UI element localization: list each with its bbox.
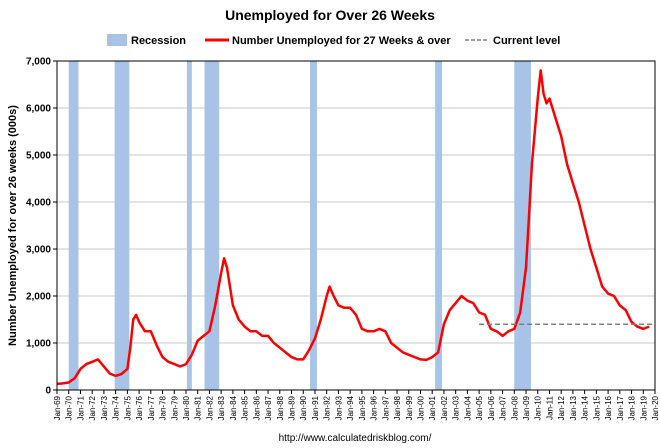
x-tick-label: Jan-79: [170, 395, 179, 420]
x-tick-label: Jan-12: [557, 395, 566, 420]
y-tick-label: 1,000: [26, 339, 51, 350]
x-tick-label: Jan-82: [205, 395, 214, 420]
x-tick-label: Jan-06: [487, 395, 496, 420]
x-tick-label: Jan-91: [311, 395, 320, 420]
y-axis: 0 1,000 2,000 3,000 4,000 5,000 6,000 7,000: [26, 57, 57, 397]
x-tick-label: Jan-93: [334, 395, 343, 420]
x-tick-label: Jan-72: [88, 395, 97, 420]
recession-band: [68, 61, 79, 390]
x-tick-label: Jan-16: [604, 395, 613, 420]
x-tick-label: Jan-14: [581, 395, 590, 420]
y-tick-label: 2,000: [26, 292, 51, 303]
chart-title: Unemployed for Over 26 Weeks: [225, 7, 435, 23]
series-layer: [56, 69, 650, 386]
x-tick-label: Jan-96: [370, 395, 379, 420]
x-tick-label: Jan-99: [405, 395, 414, 420]
recession-bands: [68, 61, 531, 390]
x-tick-label: Jan-10: [534, 395, 543, 420]
x-tick-label: Jan-78: [159, 395, 168, 420]
y-tick-label: 4,000: [26, 198, 51, 209]
x-tick-label: Jan-86: [252, 395, 261, 420]
x-tick-label: Jan-18: [628, 395, 637, 420]
legend-label: Number Unemployed for 27 Weeks & over: [232, 35, 451, 47]
x-tick-label: Jan-00: [416, 395, 425, 420]
recession-band: [310, 61, 317, 390]
legend-label: Recession: [131, 35, 186, 47]
x-tick-label: Jan-15: [592, 395, 601, 420]
grid: [57, 107, 655, 344]
x-tick-label: Jan-75: [123, 395, 132, 420]
x-tick-label: Jan-81: [194, 395, 203, 420]
x-tick-label: Jan-02: [440, 395, 449, 420]
x-tick-label: Jan-70: [65, 395, 74, 420]
x-tick-label: Jan-71: [76, 395, 85, 420]
x-tick-label: Jan-90: [299, 395, 308, 420]
x-tick-label: Jan-04: [463, 395, 472, 420]
x-tick-label: Jan-13: [569, 395, 578, 420]
plot-background: [57, 61, 655, 390]
y-tick-label: 7,000: [26, 57, 51, 68]
recession-band: [514, 61, 531, 390]
recession-band: [186, 61, 192, 390]
series-line: [56, 69, 650, 386]
y-tick-label: 5,000: [26, 151, 51, 162]
x-tick-label: Jan-89: [288, 395, 297, 420]
x-tick-label: Jan-76: [135, 395, 144, 420]
plot-frame: [56, 60, 656, 391]
x-tick-label: Jan-07: [499, 395, 508, 420]
recession-band: [114, 61, 130, 390]
x-tick-label: Jan-88: [276, 395, 285, 420]
x-tick-label: Jan-98: [393, 395, 402, 420]
x-axis: Jan-69 Jan-70 Jan-71 Jan-72 Jan-73 Jan-74 Jan-…: [53, 390, 660, 420]
legend: Recession Number Unemployed for 27 Weeks …: [107, 34, 560, 47]
legend-swatch-recession: [107, 34, 127, 46]
x-tick-label: Jan-95: [358, 395, 367, 420]
x-tick-label: Jan-77: [147, 395, 156, 420]
y-tick-label: 6,000: [26, 104, 51, 115]
x-tick-label: Jan-69: [53, 395, 62, 420]
x-tick-label: Jan-11: [545, 395, 554, 419]
x-tick-label: Jan-84: [229, 395, 238, 420]
x-tick-label: Jan-94: [346, 395, 355, 420]
x-tick-label: Jan-20: [651, 395, 660, 420]
x-tick-label: Jan-92: [323, 395, 332, 420]
x-tick-label: Jan-17: [616, 395, 625, 420]
y-tick-label: 0: [45, 386, 51, 397]
legend-label: Current level: [493, 35, 560, 47]
x-tick-label: Jan-83: [217, 395, 226, 420]
x-tick-label: Jan-74: [112, 395, 121, 420]
recession-band: [435, 61, 442, 390]
y-tick-label: 3,000: [26, 245, 51, 256]
x-tick-label: Jan-19: [639, 395, 648, 420]
x-tick-label: Jan-85: [241, 395, 250, 420]
source-url: http://www.calculatedriskblog.com/: [279, 433, 432, 444]
x-tick-label: Jan-97: [381, 395, 390, 420]
recession-band: [204, 61, 220, 390]
x-tick-label: Jan-09: [522, 395, 531, 420]
x-tick-label: Jan-05: [475, 395, 484, 420]
x-tick-label: Jan-80: [182, 395, 191, 420]
y-axis-label: Number Unemployed for over 26 weeks (000…: [7, 105, 19, 346]
x-tick-label: Jan-03: [452, 395, 461, 420]
x-tick-label: Jan-01: [428, 395, 437, 420]
x-tick-label: Jan-87: [264, 395, 273, 420]
plot-area: [56, 60, 656, 391]
x-tick-label: Jan-73: [100, 395, 109, 420]
x-tick-label: Jan-08: [510, 395, 519, 420]
